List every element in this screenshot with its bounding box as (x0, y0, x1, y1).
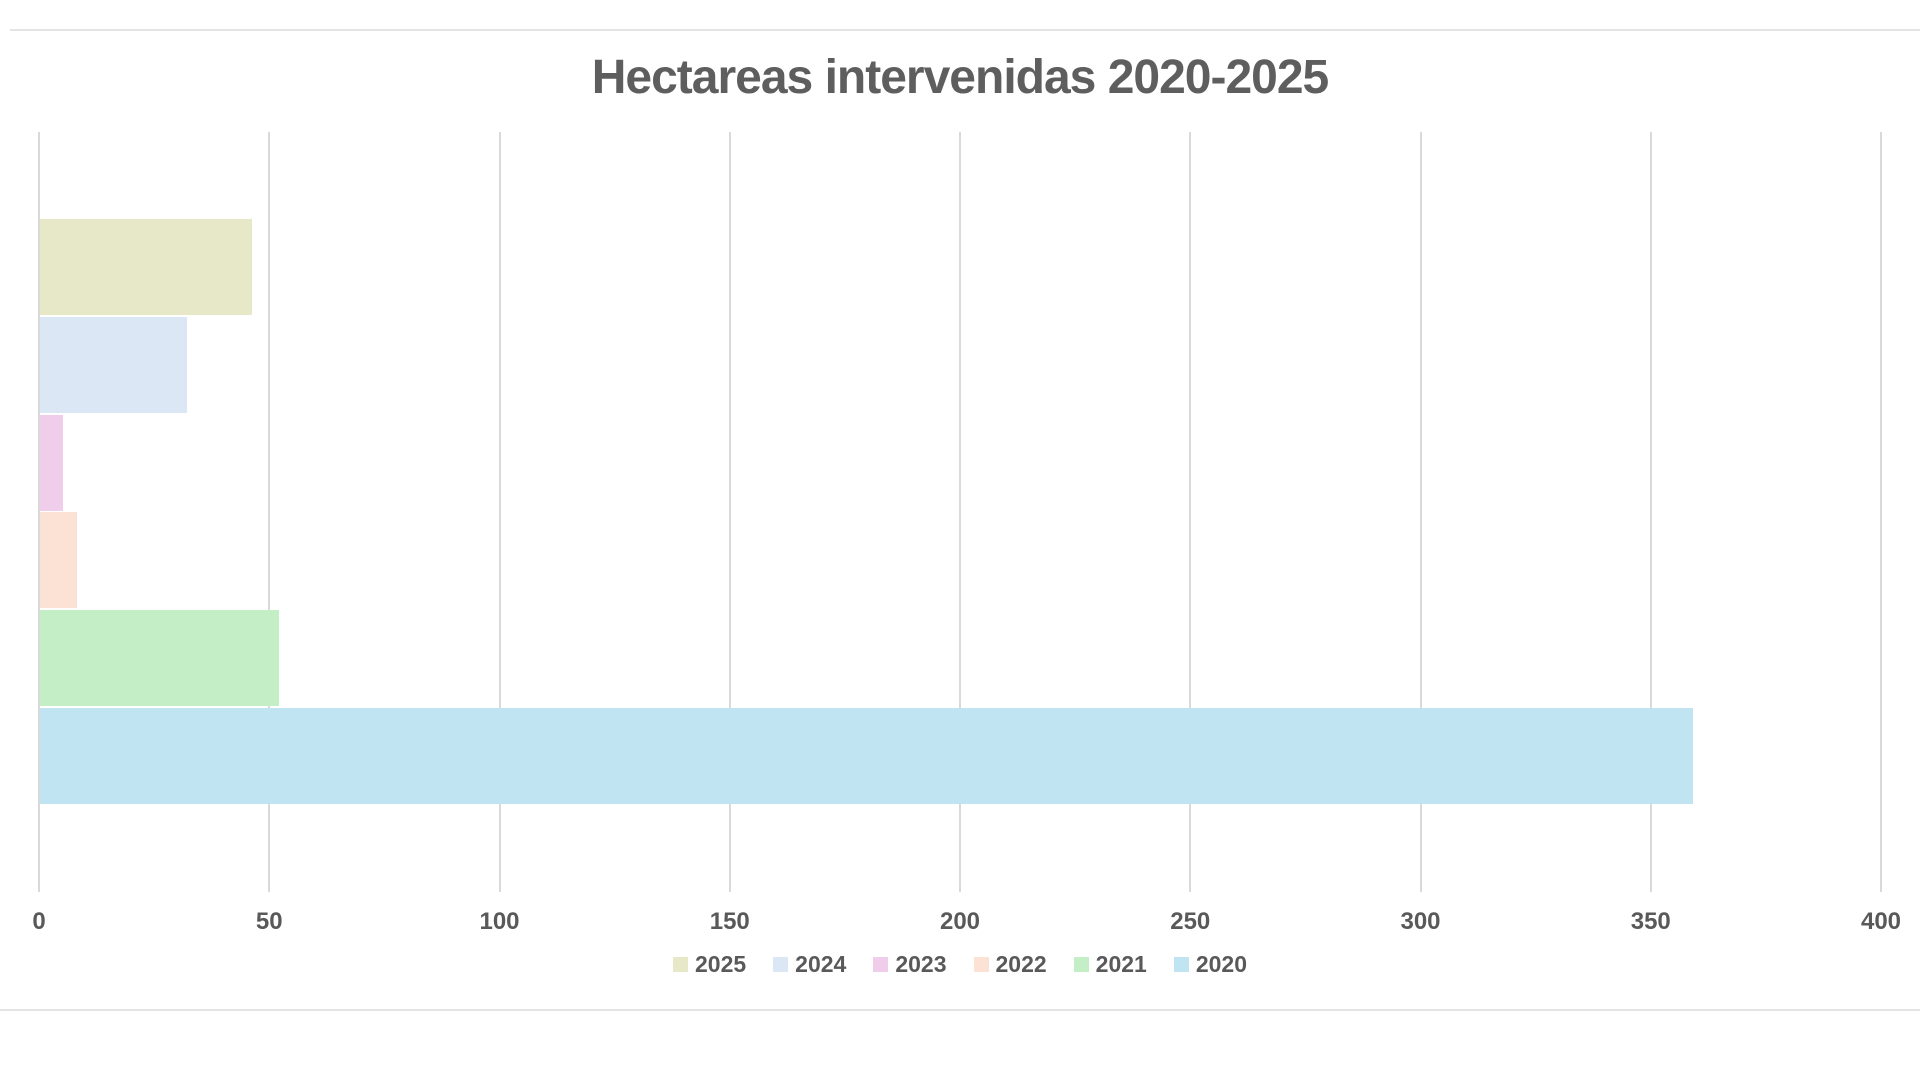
bar-2024[interactable] (40, 316, 188, 413)
legend-item-2022[interactable]: 2022 (973, 951, 1047, 977)
x-tick-label-350: 350 (1630, 908, 1671, 935)
legend-swatch-2022 (973, 957, 989, 972)
plot-area (38, 132, 1882, 892)
legend-item-2025[interactable]: 2025 (672, 951, 747, 977)
x-tick-label-250: 250 (1170, 908, 1211, 935)
x-tick-label-200: 200 (939, 908, 981, 935)
gridline-400 (1880, 132, 1882, 892)
gridline-150 (728, 132, 731, 892)
x-tick-label-400: 400 (1860, 908, 1902, 935)
legend-label-2020: 2020 (1195, 951, 1248, 977)
bottom-divider (0, 1009, 1920, 1011)
legend-swatch-2020 (1173, 957, 1189, 972)
legend-item-2023[interactable]: 2023 (873, 951, 947, 977)
gridline-350 (1649, 132, 1652, 892)
x-tick-label-50: 50 (255, 908, 283, 935)
legend-label-2025: 2025 (694, 951, 747, 977)
chart-title: Hectareas intervenidas 2020-2025 (591, 51, 1330, 104)
gridline-250 (1189, 132, 1192, 892)
x-tick-label-150: 150 (709, 908, 750, 935)
x-tick-label-100: 100 (479, 908, 520, 935)
bar-2025[interactable] (40, 219, 252, 315)
legend-item-2020[interactable]: 2020 (1173, 951, 1248, 977)
legend-swatch-2021 (1073, 957, 1089, 972)
legend-label-2021: 2021 (1095, 951, 1147, 977)
legend-swatch-2024 (773, 957, 789, 972)
x-tick-label-0: 0 (32, 908, 46, 935)
top-divider (10, 29, 1920, 31)
legend-item-2021[interactable]: 2021 (1073, 951, 1147, 977)
legend-label-2022: 2022 (995, 951, 1047, 977)
gridline-200 (959, 132, 961, 892)
bar-2023[interactable] (40, 414, 64, 511)
bar-2020[interactable] (40, 708, 1694, 804)
legend-label-2023: 2023 (895, 951, 947, 977)
chart-legend: 2025 2024 2023 2022 2021 2020 (0, 953, 1920, 976)
x-tick-label-300: 300 (1400, 908, 1441, 935)
bar-2021[interactable] (40, 610, 280, 707)
legend-item-2024[interactable]: 2024 (773, 953, 846, 976)
legend-label-2024: 2024 (795, 951, 847, 977)
gridline-50 (268, 132, 271, 892)
bar-2022[interactable] (40, 512, 77, 609)
gridline-0 (38, 132, 40, 892)
legend-swatch-2025 (672, 957, 688, 972)
gridline-300 (1419, 132, 1422, 892)
gridline-100 (498, 132, 501, 892)
legend-swatch-2023 (873, 957, 889, 972)
